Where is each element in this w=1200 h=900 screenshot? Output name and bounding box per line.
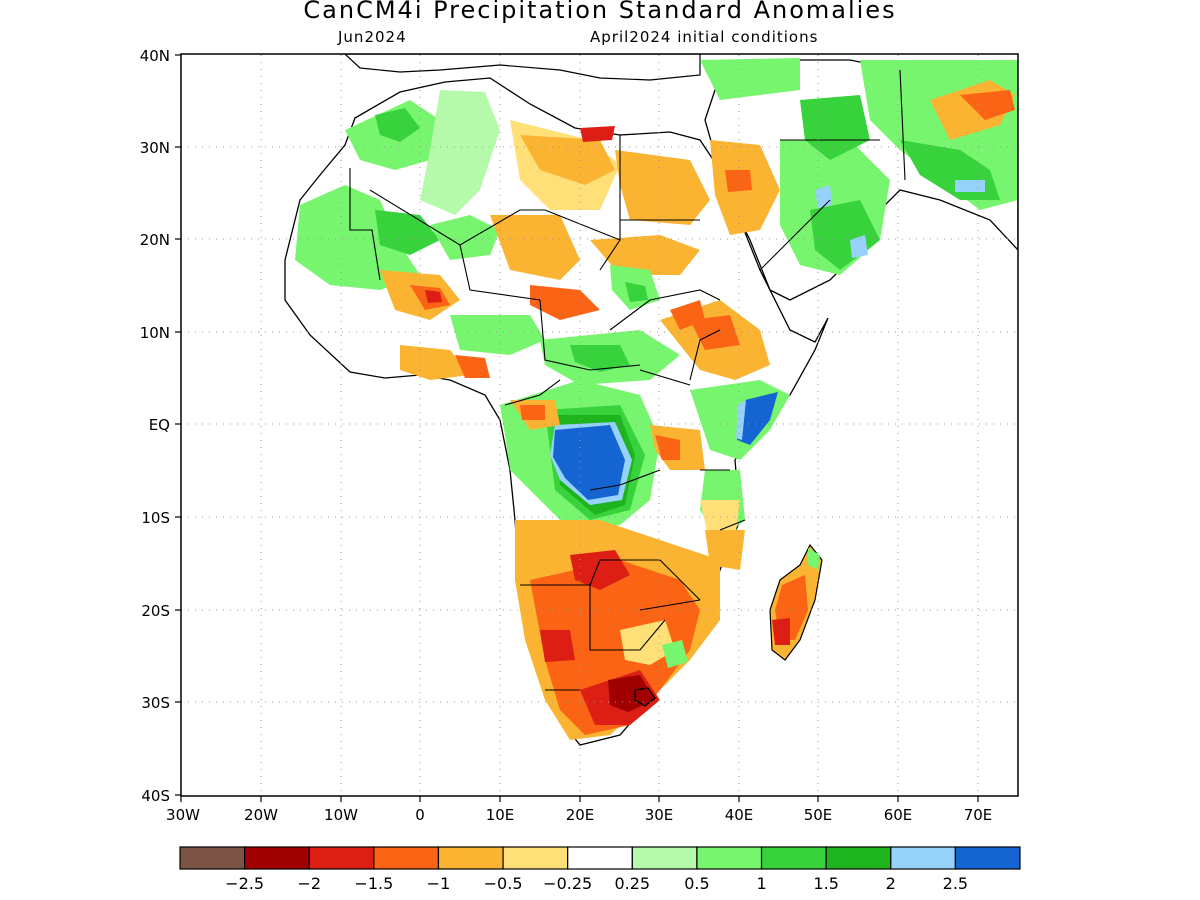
lat-ticks [175, 54, 181, 796]
colorbar-swatch [890, 846, 956, 870]
lat-label: 20S [141, 602, 170, 620]
lon-label: 70E [964, 806, 993, 824]
country-borders [349, 69, 906, 691]
colorbar-label: −1 [427, 874, 451, 893]
colorbar-label: −2 [297, 874, 321, 893]
colorbar-label: −2.5 [225, 874, 264, 893]
lat-label: EQ [149, 416, 170, 434]
colorbar-label: 2.5 [943, 874, 968, 893]
lon-ticks [180, 796, 979, 802]
colorbar-label: −0.5 [484, 874, 523, 893]
lon-label: 0 [415, 806, 425, 824]
lon-label: 60E [884, 806, 913, 824]
colorbar-label: 2 [886, 874, 896, 893]
lat-label: 10S [141, 509, 170, 527]
colorbar-labels: −2.5 −2 −1.5 −1 −0.5 −0.25 0.25 0.5 1 1.5 2 2.5 [225, 874, 968, 893]
lon-label: 40E [725, 806, 754, 824]
forecast-month: Jun2024 [338, 28, 407, 46]
anomaly-field [284, 54, 1018, 746]
initial-conditions: April2024 initial conditions [590, 28, 819, 46]
graticule [181, 55, 1017, 795]
colorbar-label: 0.5 [684, 874, 709, 893]
lon-label: 30E [645, 806, 674, 824]
lon-label: 20W [244, 806, 278, 824]
lat-label: 30N [140, 139, 170, 157]
lon-label: 20E [566, 806, 595, 824]
colorbar-swatch [567, 846, 633, 870]
colorbar-label: 0.25 [614, 874, 650, 893]
colorbar-swatch [437, 846, 504, 870]
colorbar-label: −0.25 [543, 874, 592, 893]
lon-label: 30W [166, 806, 200, 824]
map-frame [180, 53, 1019, 797]
colorbar-swatch [631, 846, 698, 870]
colorbar-swatch [825, 846, 892, 870]
lon-labels: 30W 20W 10W 0 10E 20E 30E 40E 50E 60E 70… [166, 806, 992, 824]
lat-label: 40S [141, 787, 170, 805]
lat-label: 30S [141, 694, 170, 712]
colorbar-label: 1.5 [813, 874, 838, 893]
map-title: CanCM4i Precipitation Standard Anomalies [303, 0, 897, 24]
lon-label: 10W [324, 806, 358, 824]
colorbar [179, 846, 1021, 870]
europe-land [344, 54, 701, 81]
colorbar-swatch [760, 846, 827, 870]
colorbar-swatch [954, 846, 1021, 870]
lat-labels: 40N 30N 20N 10N EQ 10S 20S 30S 40S [140, 47, 170, 805]
lon-label: 10E [486, 806, 515, 824]
colorbar-label: −1.5 [354, 874, 393, 893]
colorbar-swatch [502, 846, 569, 870]
colorbar-swatch [244, 846, 310, 870]
colorbar-swatch [696, 846, 763, 870]
colorbar-swatch [308, 846, 375, 870]
lat-label: 20N [140, 231, 170, 249]
lon-label: 50E [804, 806, 833, 824]
lat-label: 10N [140, 324, 170, 342]
colorbar-swatch [373, 846, 440, 870]
colorbar-swatch [179, 846, 246, 870]
lat-label: 40N [140, 47, 170, 65]
colorbar-label: 1 [756, 874, 766, 893]
